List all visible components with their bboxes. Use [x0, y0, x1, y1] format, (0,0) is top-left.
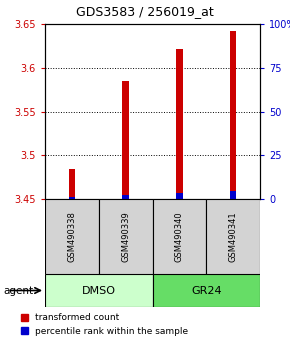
Bar [122, 81, 129, 199]
Bar [230, 31, 236, 199]
Text: GDS3583 / 256019_at: GDS3583 / 256019_at [76, 6, 214, 18]
Bar [69, 197, 75, 199]
Bar [176, 193, 183, 199]
Bar [153, 274, 260, 307]
Bar [45, 199, 99, 274]
Text: GR24: GR24 [191, 285, 222, 296]
Bar [230, 191, 236, 199]
Text: GSM490341: GSM490341 [229, 211, 238, 262]
Bar [99, 199, 153, 274]
Text: DMSO: DMSO [82, 285, 116, 296]
Bar [153, 199, 206, 274]
Text: GSM490340: GSM490340 [175, 211, 184, 262]
Bar [122, 195, 129, 199]
Text: agent: agent [3, 285, 33, 296]
Bar [176, 48, 183, 199]
Bar [45, 274, 153, 307]
Bar [206, 199, 260, 274]
Bar [69, 169, 75, 199]
Text: GSM490339: GSM490339 [121, 211, 130, 262]
Legend: transformed count, percentile rank within the sample: transformed count, percentile rank withi… [17, 310, 192, 339]
Text: GSM490338: GSM490338 [67, 211, 76, 262]
